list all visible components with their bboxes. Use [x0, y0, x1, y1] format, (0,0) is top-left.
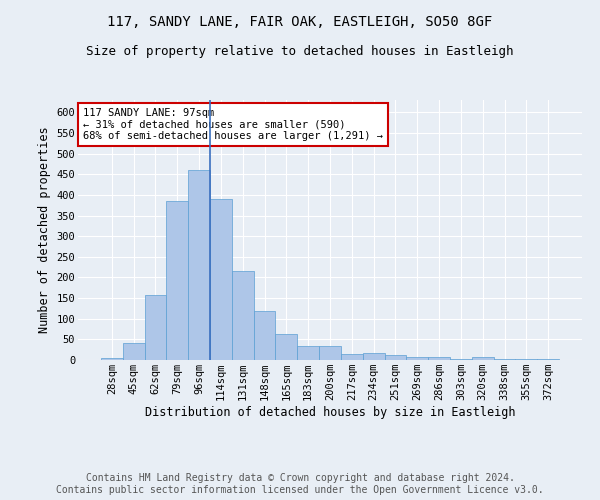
Bar — [101, 358, 123, 360]
Text: 117, SANDY LANE, FAIR OAK, EASTLEIGH, SO50 8GF: 117, SANDY LANE, FAIR OAK, EASTLEIGH, SO… — [107, 15, 493, 29]
X-axis label: Distribution of detached houses by size in Eastleigh: Distribution of detached houses by size … — [145, 406, 515, 419]
Bar — [450, 359, 472, 360]
Text: 117 SANDY LANE: 97sqm
← 31% of detached houses are smaller (590)
68% of semi-det: 117 SANDY LANE: 97sqm ← 31% of detached … — [83, 108, 383, 141]
Bar — [210, 199, 232, 360]
Bar — [385, 356, 406, 360]
Bar — [297, 346, 319, 360]
Bar — [472, 357, 494, 360]
Bar — [275, 334, 297, 360]
Text: Contains HM Land Registry data © Crown copyright and database right 2024.
Contai: Contains HM Land Registry data © Crown c… — [56, 474, 544, 495]
Bar — [406, 357, 428, 360]
Bar — [341, 354, 363, 360]
Bar — [537, 359, 559, 360]
Bar — [145, 295, 166, 360]
Bar — [363, 354, 385, 360]
Bar — [494, 359, 515, 360]
Bar — [515, 359, 537, 360]
Y-axis label: Number of detached properties: Number of detached properties — [38, 126, 51, 334]
Bar — [428, 357, 450, 360]
Bar — [319, 346, 341, 360]
Bar — [254, 312, 275, 360]
Text: Size of property relative to detached houses in Eastleigh: Size of property relative to detached ho… — [86, 45, 514, 58]
Bar — [188, 170, 210, 360]
Bar — [232, 272, 254, 360]
Bar — [166, 201, 188, 360]
Bar — [123, 342, 145, 360]
